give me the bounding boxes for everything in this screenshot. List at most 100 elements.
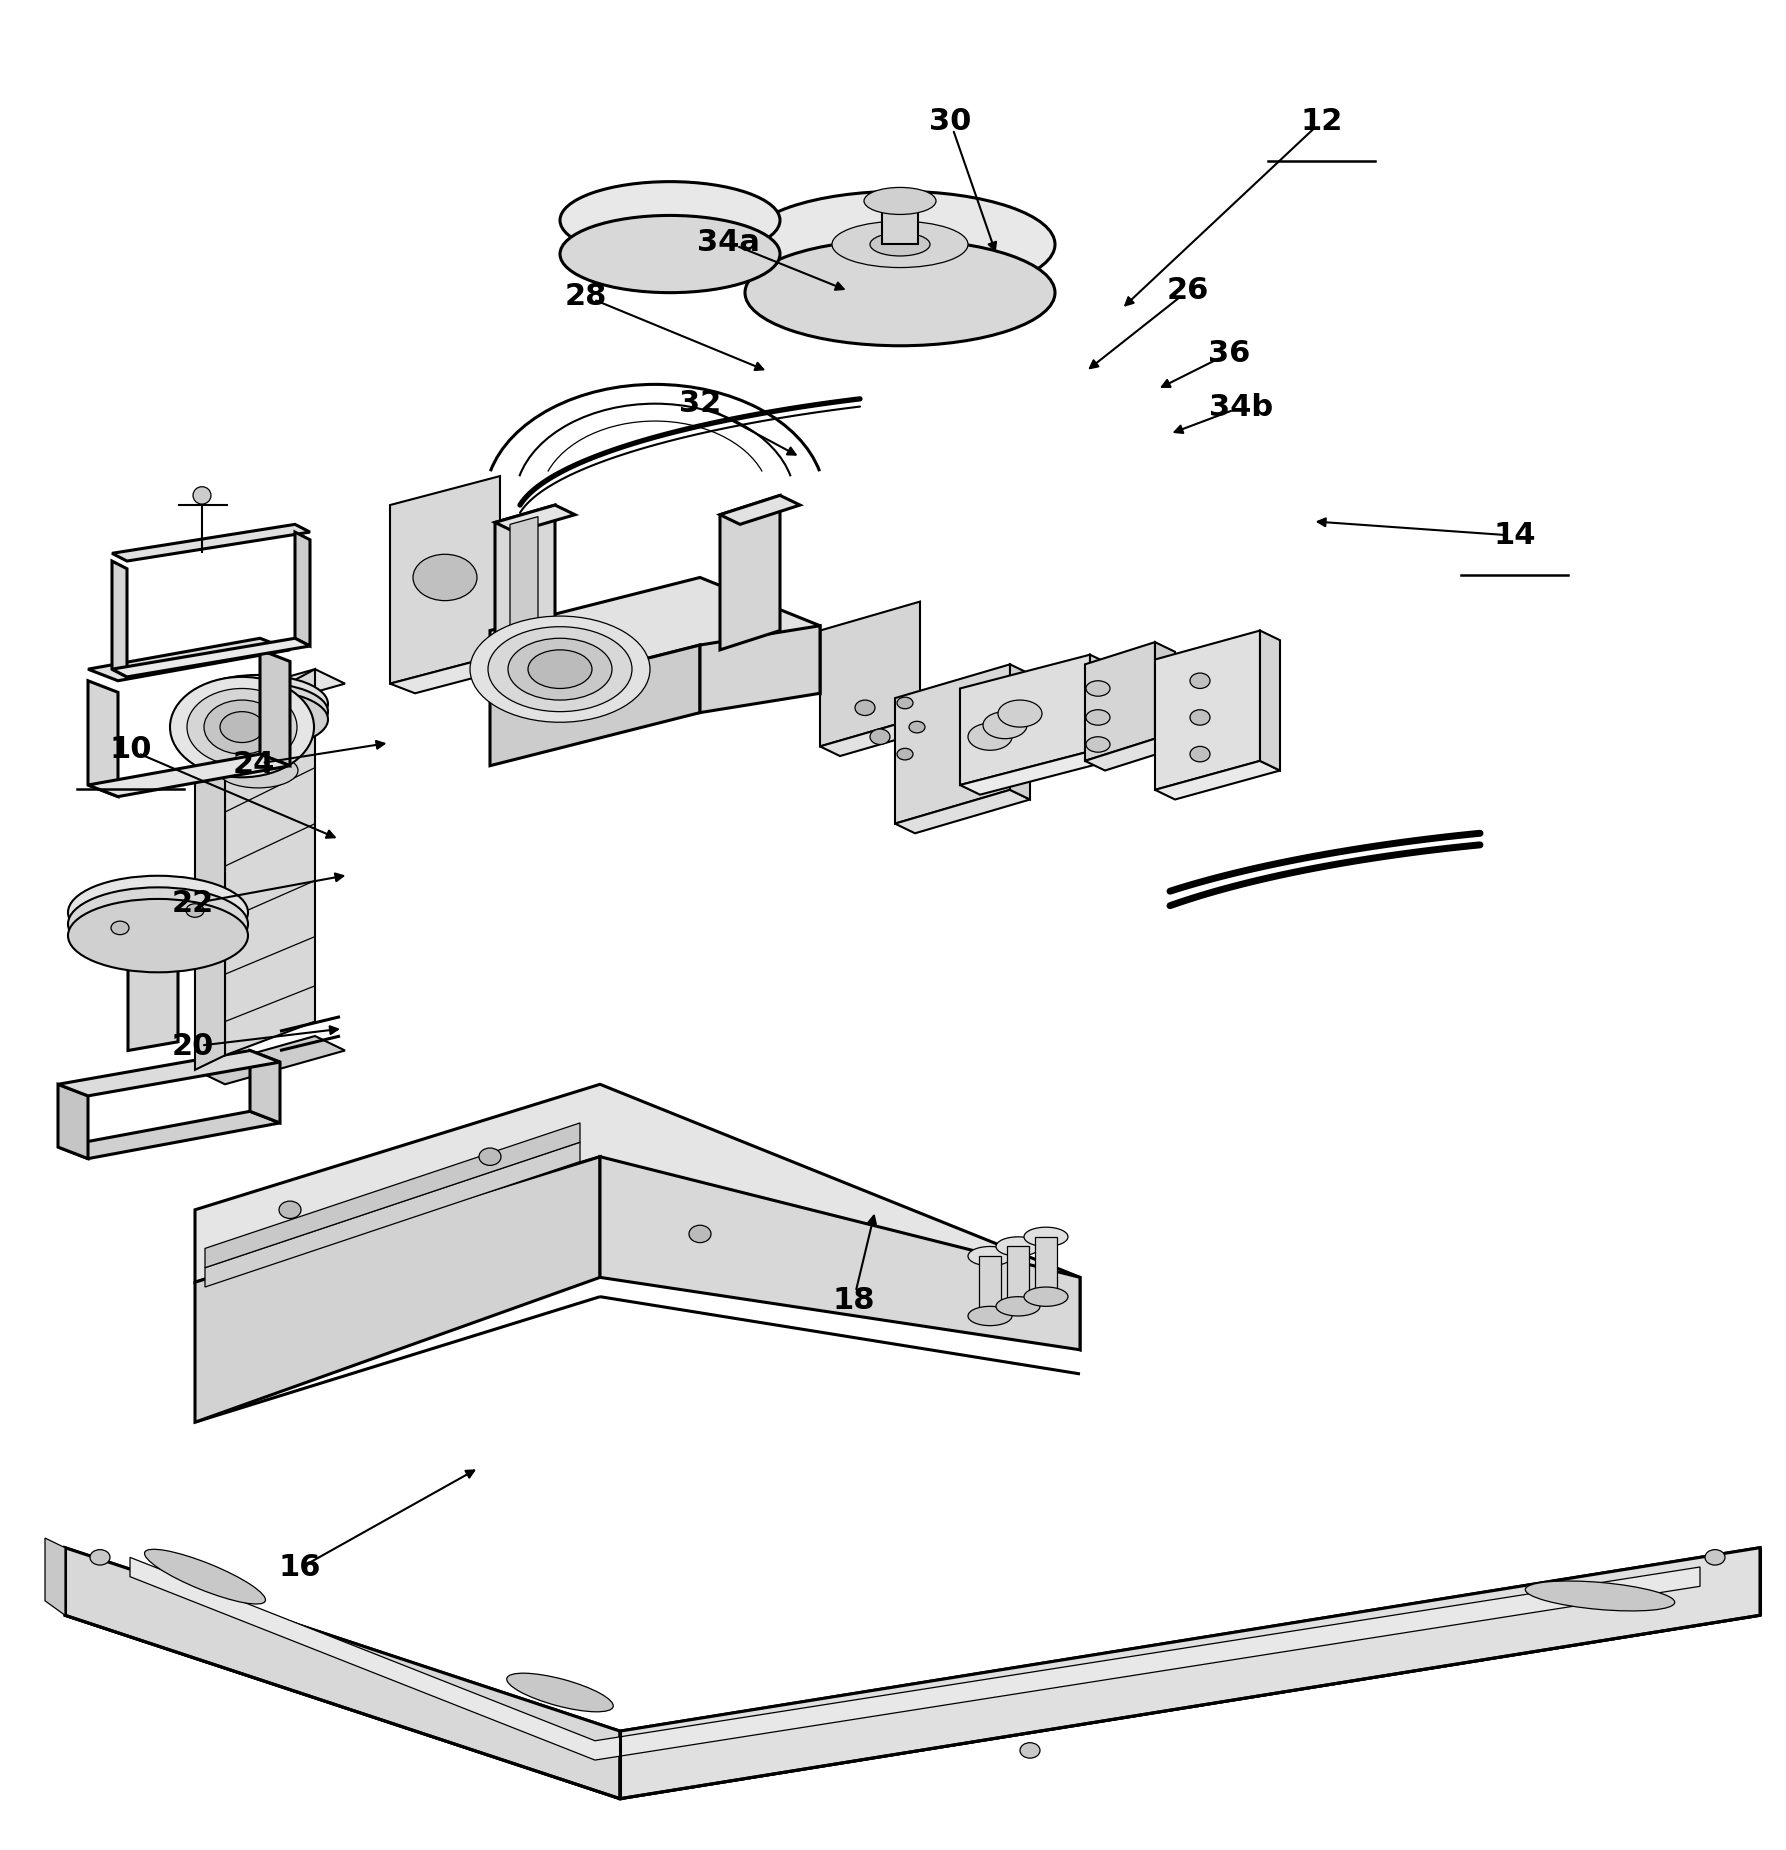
Polygon shape [113,524,311,561]
Text: 14: 14 [1493,522,1536,549]
Ellipse shape [1525,1582,1675,1611]
Polygon shape [1259,631,1281,771]
Polygon shape [129,910,189,927]
Ellipse shape [832,222,968,268]
Polygon shape [57,1084,88,1158]
Ellipse shape [968,723,1013,751]
Ellipse shape [220,712,264,742]
Ellipse shape [1023,1288,1068,1306]
Polygon shape [64,1548,620,1798]
Ellipse shape [982,712,1027,738]
Polygon shape [489,646,700,766]
Polygon shape [200,697,261,760]
Polygon shape [261,649,289,766]
Ellipse shape [1086,736,1111,753]
Polygon shape [1007,1247,1029,1306]
Polygon shape [820,718,939,757]
Ellipse shape [111,921,129,934]
Polygon shape [1089,655,1111,760]
Polygon shape [614,220,725,253]
Ellipse shape [745,191,1056,298]
Text: 32: 32 [679,388,722,418]
Polygon shape [489,577,820,697]
Ellipse shape [204,699,280,755]
Text: 34b: 34b [1209,392,1273,422]
Ellipse shape [188,683,329,740]
Polygon shape [113,638,311,677]
Ellipse shape [1706,1550,1725,1565]
Ellipse shape [855,699,875,716]
Polygon shape [820,601,920,746]
Polygon shape [600,1156,1081,1350]
Polygon shape [88,755,289,797]
Polygon shape [961,751,1111,796]
Polygon shape [1086,738,1175,771]
Ellipse shape [186,905,204,918]
Ellipse shape [561,215,780,292]
Polygon shape [720,496,780,649]
Ellipse shape [470,616,650,722]
Ellipse shape [529,649,591,688]
Polygon shape [88,681,118,797]
Polygon shape [495,505,555,688]
Polygon shape [700,625,820,712]
Ellipse shape [897,749,913,760]
Text: 24: 24 [232,749,275,779]
Polygon shape [389,475,500,684]
Polygon shape [113,561,127,677]
Ellipse shape [507,638,613,699]
Text: 18: 18 [832,1286,875,1315]
Polygon shape [205,1141,580,1288]
Ellipse shape [507,1672,613,1711]
Polygon shape [195,1084,1081,1350]
Ellipse shape [279,1201,302,1219]
Text: 22: 22 [171,890,214,918]
Ellipse shape [1086,710,1111,725]
Polygon shape [195,670,345,718]
Polygon shape [250,1051,280,1123]
Ellipse shape [68,888,248,960]
Polygon shape [225,670,314,1054]
Polygon shape [295,533,311,646]
Ellipse shape [193,487,211,503]
Polygon shape [64,1548,1759,1798]
Ellipse shape [413,555,477,601]
Polygon shape [720,496,800,524]
Polygon shape [195,1036,345,1084]
Polygon shape [45,1537,64,1615]
Ellipse shape [997,1238,1039,1256]
Polygon shape [205,1123,580,1267]
Ellipse shape [68,899,248,973]
Polygon shape [238,733,279,771]
Text: 26: 26 [1166,276,1209,305]
Polygon shape [1011,664,1031,799]
Text: 10: 10 [109,736,152,764]
Polygon shape [882,202,918,244]
Ellipse shape [968,1306,1013,1326]
Ellipse shape [1023,1227,1068,1247]
Ellipse shape [870,233,931,255]
Polygon shape [57,1112,280,1158]
Polygon shape [1086,642,1156,760]
Ellipse shape [188,690,329,749]
Ellipse shape [1020,1743,1039,1757]
Text: 28: 28 [564,281,607,311]
Ellipse shape [1189,673,1209,688]
Polygon shape [895,790,1031,832]
Ellipse shape [997,1297,1039,1315]
Ellipse shape [145,1548,266,1604]
Polygon shape [1156,760,1281,799]
Polygon shape [57,1051,280,1095]
Polygon shape [195,703,225,1069]
Ellipse shape [864,187,936,215]
Ellipse shape [1189,710,1209,725]
Ellipse shape [188,675,329,733]
Text: 34a: 34a [697,228,761,257]
Ellipse shape [998,699,1041,727]
Ellipse shape [218,753,298,788]
Text: 20: 20 [171,1032,214,1060]
Text: 16: 16 [279,1554,321,1582]
Text: 12: 12 [1300,107,1343,135]
Polygon shape [823,244,977,292]
Ellipse shape [897,697,913,709]
